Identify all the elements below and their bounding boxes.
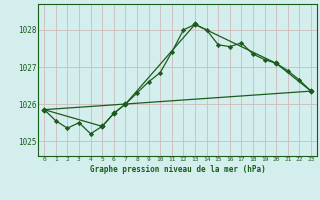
X-axis label: Graphe pression niveau de la mer (hPa): Graphe pression niveau de la mer (hPa) bbox=[90, 165, 266, 174]
